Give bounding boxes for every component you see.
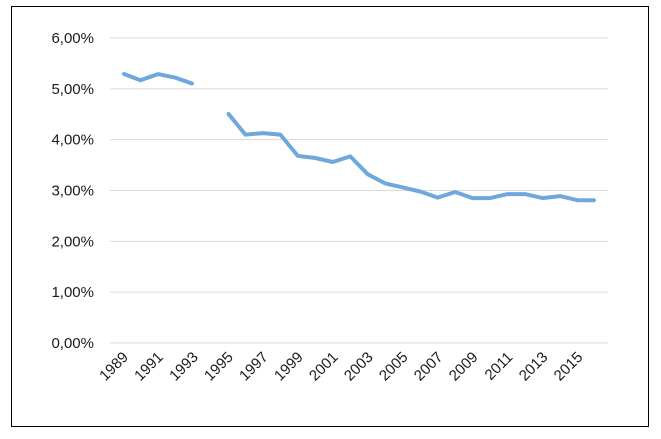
data-point (418, 190, 422, 193)
x-tick-label: 2005 (376, 349, 412, 385)
x-tick-label: 1995 (201, 349, 237, 385)
x-tick-label: 2011 (482, 349, 517, 384)
data-point (174, 76, 177, 79)
x-tick-label: 1991 (131, 349, 167, 385)
x-tick-label: 2013 (516, 349, 552, 385)
series-line (226, 111, 595, 203)
y-tick-label: 1,00% (51, 284, 94, 301)
data-point (121, 72, 125, 75)
x-tick-label: 2009 (446, 349, 482, 385)
x-tick-label: 2007 (411, 349, 447, 385)
y-axis-tick-labels: 0,00% 1,00% 2,00% 3,00% 4,00% 5,00% 6,00% (51, 30, 94, 352)
data-point (488, 196, 492, 200)
y-tick-label: 2,00% (51, 233, 94, 250)
data-point (593, 198, 597, 202)
x-tick-label: 2001 (306, 349, 342, 385)
data-point (331, 160, 334, 164)
y-tick-label: 4,00% (51, 132, 94, 149)
data-point (558, 194, 562, 198)
data-point (244, 133, 247, 136)
y-tick-label: 3,00% (51, 183, 94, 200)
data-point (506, 192, 509, 196)
data-point (314, 156, 317, 160)
data-point (261, 131, 265, 135)
data-point (541, 196, 544, 200)
series-layer (121, 71, 597, 203)
x-tick-label: 1989 (96, 349, 132, 385)
data-point (384, 182, 387, 185)
x-tick-label: 2015 (551, 349, 587, 385)
data-point (139, 78, 142, 82)
data-point (576, 198, 579, 202)
y-tick-label: 0,00% (51, 335, 94, 352)
x-tick-label: 1993 (166, 349, 202, 385)
x-tick-label: 1999 (271, 349, 307, 385)
data-point (349, 155, 352, 158)
data-point (156, 72, 160, 76)
data-point (523, 192, 527, 196)
data-point (296, 154, 300, 158)
data-point (471, 196, 474, 200)
data-point (453, 190, 457, 194)
x-tick-label: 1997 (236, 349, 272, 385)
data-point (436, 196, 439, 199)
x-axis-tick-labels: 1989 1991 1993 1995 1997 1999 2001 2003 2005 2007… (96, 349, 586, 385)
chart-frame (11, 6, 649, 427)
gridlines (110, 37, 608, 344)
data-point (401, 186, 404, 189)
y-tick-label: 6,00% (51, 30, 94, 47)
data-point (191, 82, 195, 85)
y-tick-label: 5,00% (51, 81, 94, 98)
data-point (366, 173, 369, 176)
data-point (279, 133, 282, 136)
x-tick-label: 2003 (341, 349, 377, 385)
data-point (226, 112, 230, 115)
